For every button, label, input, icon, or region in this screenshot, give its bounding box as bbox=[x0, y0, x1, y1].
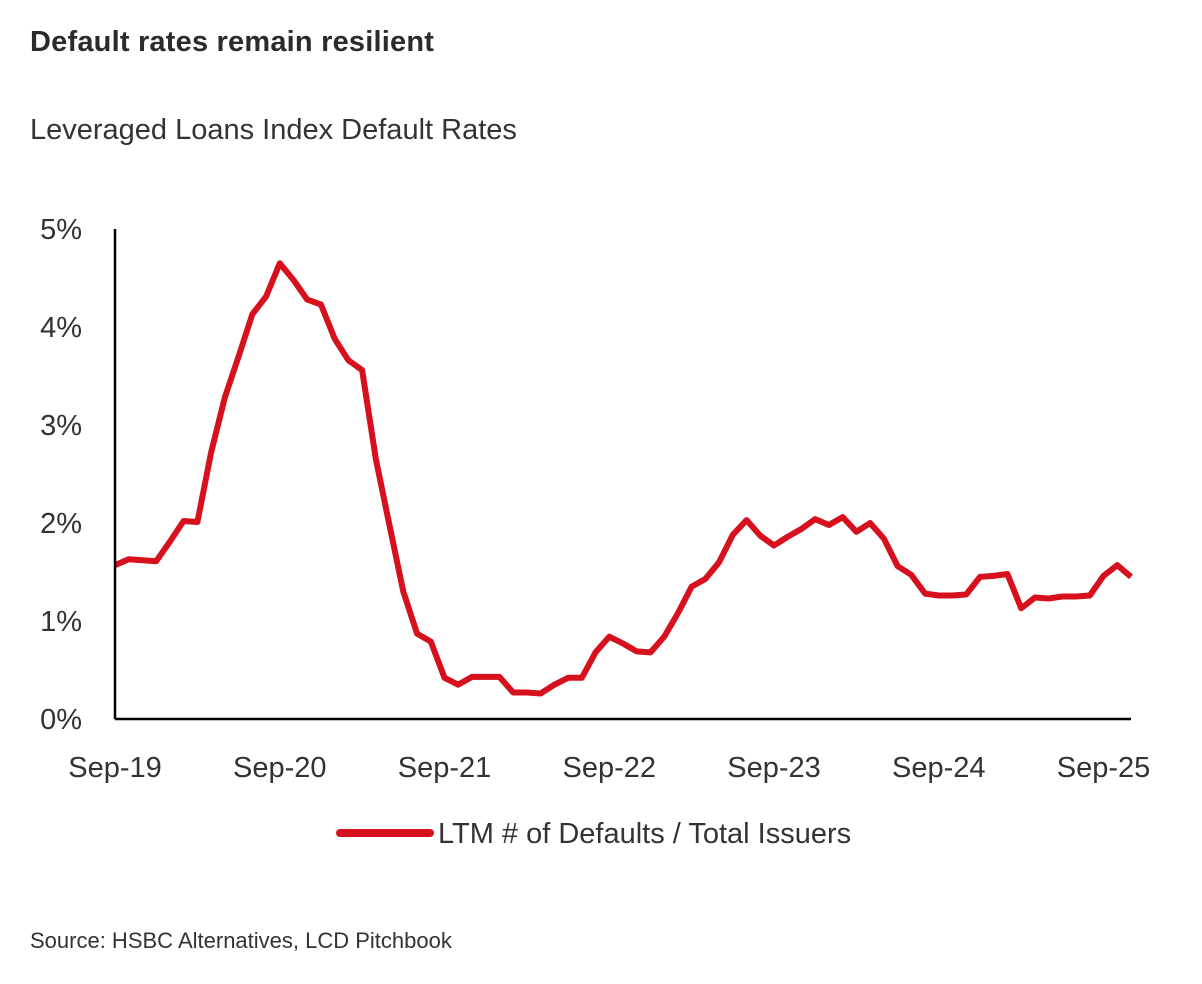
y-tick-label: 1% bbox=[40, 606, 82, 638]
line-chart: 0%1%2%3%4%5% Sep-19 Sep-20 Sep-21 Sep-22 Sep… bbox=[40, 214, 1150, 850]
y-tick-label: 4% bbox=[40, 312, 82, 344]
chart-title: Default rates remain resilient bbox=[30, 26, 435, 58]
x-axis-labels: Sep-19 Sep-20 Sep-21 Sep-22 Sep-23 Sep-24 Sep-… bbox=[68, 752, 1150, 784]
y-tick-label: 2% bbox=[40, 508, 82, 540]
x-tick-label: Sep-20 bbox=[233, 752, 327, 784]
source-note: Source: HSBC Alternatives, LCD Pitchbook bbox=[30, 928, 452, 953]
y-tick-label: 0% bbox=[40, 704, 82, 736]
y-tick-label: 3% bbox=[40, 410, 82, 442]
series-group bbox=[113, 260, 1133, 697]
series-line bbox=[113, 260, 1133, 697]
x-tick-label: Sep-24 bbox=[892, 752, 986, 784]
legend: LTM # of Defaults / Total Issuers bbox=[336, 818, 851, 850]
x-tick-label: Sep-23 bbox=[727, 752, 821, 784]
x-tick-label: Sep-21 bbox=[398, 752, 492, 784]
x-tick-label: Sep-22 bbox=[563, 752, 657, 784]
legend-label: LTM # of Defaults / Total Issuers bbox=[438, 818, 851, 850]
y-axis-labels: 0% 1% 2% 3% 4% 5% bbox=[40, 214, 82, 736]
x-tick-label: Sep-19 bbox=[68, 752, 162, 784]
x-tick-label: Sep-25 bbox=[1057, 752, 1151, 784]
y-tick-label: 5% bbox=[40, 214, 82, 246]
chart-subtitle: Leveraged Loans Index Default Rates bbox=[30, 114, 517, 146]
